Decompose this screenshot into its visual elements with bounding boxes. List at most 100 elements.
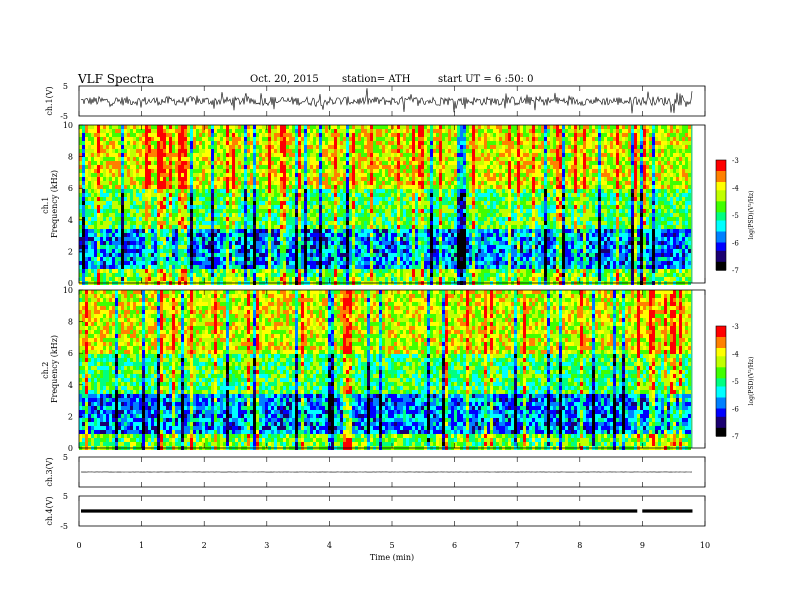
spectrogram-cell bbox=[127, 133, 130, 137]
spectrogram-cell bbox=[316, 273, 319, 277]
spectrogram-cell bbox=[184, 253, 187, 257]
spectrogram-cell bbox=[82, 145, 85, 149]
spectrogram-cell bbox=[346, 277, 349, 281]
spectrogram-cell bbox=[181, 153, 184, 157]
spectrogram-cell bbox=[88, 209, 91, 213]
spectrogram-cell bbox=[325, 273, 328, 277]
spectrogram-cell bbox=[301, 257, 304, 261]
spectrogram-cell bbox=[442, 209, 445, 213]
spectrogram-cell bbox=[229, 189, 232, 193]
spectrogram-cell bbox=[196, 233, 199, 237]
spectrogram-cell bbox=[388, 181, 391, 185]
spectrogram-cell bbox=[109, 241, 112, 245]
spectrogram-cell bbox=[169, 257, 172, 261]
spectrogram-cell bbox=[256, 197, 259, 201]
spectrogram-cell bbox=[112, 249, 115, 253]
spectrogram-cell bbox=[208, 137, 211, 141]
spectrogram-cell bbox=[412, 217, 415, 221]
spectrogram-cell bbox=[406, 173, 409, 177]
spectrogram-cell bbox=[328, 129, 331, 133]
spectrogram-cell bbox=[211, 253, 214, 257]
spectrogram-cell bbox=[343, 161, 346, 165]
spectrogram-cell bbox=[358, 217, 361, 221]
spectrogram-cell bbox=[154, 217, 157, 221]
spectrogram-cell bbox=[346, 197, 349, 201]
spectrogram-cell bbox=[307, 133, 310, 137]
spectrogram-cell bbox=[421, 273, 424, 277]
spectrogram-cell bbox=[145, 193, 148, 197]
spectrogram-cell bbox=[325, 205, 328, 209]
spectrogram-cell bbox=[121, 273, 124, 277]
spectrogram-cell bbox=[268, 181, 271, 185]
spectrogram-cell bbox=[277, 177, 280, 181]
spectrogram-cell bbox=[451, 185, 454, 189]
spectrogram-cell bbox=[169, 237, 172, 241]
spectrogram-cell bbox=[283, 269, 286, 273]
spectrogram-cell bbox=[304, 133, 307, 137]
spectrogram-cell bbox=[442, 189, 445, 193]
spectrogram-cell bbox=[274, 257, 277, 261]
spectrogram-cell bbox=[277, 141, 280, 145]
spectrogram-cell bbox=[121, 173, 124, 177]
spectrogram-cell bbox=[136, 153, 139, 157]
spectrogram-cell bbox=[127, 209, 130, 213]
spectrogram-cell bbox=[130, 233, 133, 237]
spectrogram-cell bbox=[298, 149, 301, 153]
spectrogram-cell bbox=[271, 205, 274, 209]
spectrogram-cell bbox=[319, 197, 322, 201]
spectrogram-cell bbox=[148, 253, 151, 257]
spectrogram-cell bbox=[391, 233, 394, 237]
spectrogram-cell bbox=[109, 165, 112, 169]
spectrogram-cell bbox=[241, 169, 244, 173]
spectrogram-cell bbox=[265, 165, 268, 169]
spectrogram-cell bbox=[388, 161, 391, 165]
spectrogram-cell bbox=[250, 153, 253, 157]
spectrogram-cell bbox=[319, 177, 322, 181]
spectrogram-cell bbox=[397, 277, 400, 281]
spectrogram-cell bbox=[133, 153, 136, 157]
spectrogram-cell bbox=[415, 245, 418, 249]
spectrogram-cell bbox=[202, 185, 205, 189]
spectrogram-cell bbox=[232, 169, 235, 173]
spectrogram-cell bbox=[328, 221, 331, 225]
spectrogram-cell bbox=[424, 265, 427, 269]
spectrogram-cell bbox=[409, 153, 412, 157]
spectrogram-cell bbox=[94, 261, 97, 265]
spectrogram-cell bbox=[382, 153, 385, 157]
spectrogram-cell bbox=[190, 193, 193, 197]
spectrogram-cell bbox=[91, 153, 94, 157]
spectrogram-cell bbox=[163, 177, 166, 181]
spectrogram-cell bbox=[358, 273, 361, 277]
spectrogram-cell bbox=[316, 237, 319, 241]
spectrogram-cell bbox=[202, 177, 205, 181]
spectrogram-cell bbox=[103, 257, 106, 261]
spectrogram-cell bbox=[250, 169, 253, 173]
spectrogram-cell bbox=[79, 249, 82, 253]
spectrogram-cell bbox=[262, 181, 265, 185]
spectrogram-cell bbox=[403, 137, 406, 141]
spectrogram-cell bbox=[262, 241, 265, 245]
spectrogram-cell bbox=[448, 197, 451, 201]
spectrogram-cell bbox=[412, 137, 415, 141]
spectrogram-cell bbox=[172, 173, 175, 177]
spectrogram-cell bbox=[94, 141, 97, 145]
spectrogram-cell bbox=[160, 129, 163, 133]
spectrogram-cell bbox=[349, 237, 352, 241]
spectrogram-cell bbox=[442, 153, 445, 157]
spectrogram-cell bbox=[97, 173, 100, 177]
spectrogram-cell bbox=[442, 253, 445, 257]
spectrogram-cell bbox=[361, 233, 364, 237]
spectrogram-cell bbox=[391, 205, 394, 209]
spectrogram-cell bbox=[427, 149, 430, 153]
spectrogram-cell bbox=[250, 213, 253, 217]
spectrogram-cell bbox=[427, 201, 430, 205]
spectrogram-cell bbox=[277, 161, 280, 165]
spectrogram-cell bbox=[403, 213, 406, 217]
spectrogram-cell bbox=[385, 129, 388, 133]
spectrogram-cell bbox=[112, 237, 115, 241]
spectrogram-cell bbox=[289, 229, 292, 233]
spectrogram-cell bbox=[115, 209, 118, 213]
spectrogram-cell bbox=[415, 261, 418, 265]
spectrogram-cell bbox=[187, 145, 190, 149]
spectrogram-cell bbox=[91, 261, 94, 265]
